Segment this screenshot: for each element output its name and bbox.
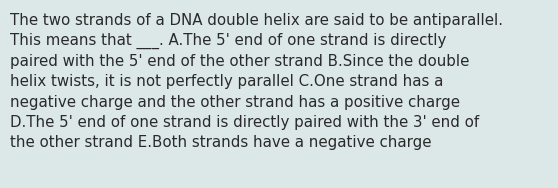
Text: The two strands of a DNA double helix are said to be antiparallel.
This means th: The two strands of a DNA double helix ar… — [10, 13, 503, 150]
